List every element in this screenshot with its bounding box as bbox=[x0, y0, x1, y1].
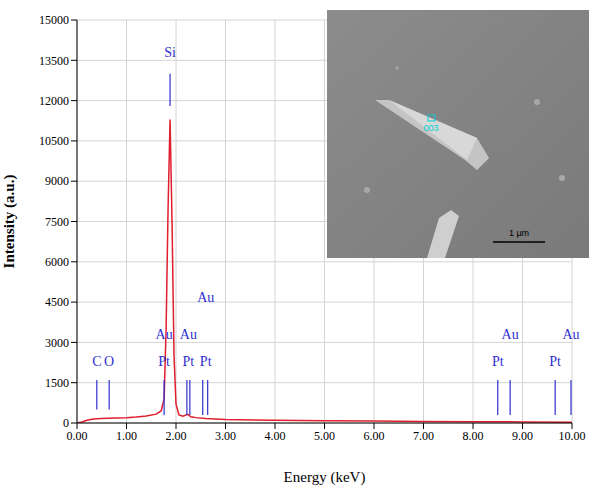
svg-text:3.00: 3.00 bbox=[215, 429, 236, 443]
svg-text:003: 003 bbox=[423, 123, 438, 133]
svg-text:Intensity (a.u.): Intensity (a.u.) bbox=[1, 175, 18, 269]
svg-text:1 µm: 1 µm bbox=[509, 228, 529, 238]
svg-text:Energy (keV): Energy (keV) bbox=[284, 469, 366, 486]
svg-text:Pt: Pt bbox=[183, 354, 195, 369]
svg-text:7500: 7500 bbox=[45, 215, 69, 229]
svg-text:Pt: Pt bbox=[200, 354, 212, 369]
svg-text:15000: 15000 bbox=[39, 13, 69, 27]
svg-text:4500: 4500 bbox=[45, 295, 69, 309]
svg-text:12000: 12000 bbox=[39, 94, 69, 108]
svg-text:1.00: 1.00 bbox=[116, 429, 137, 443]
svg-text:9.00: 9.00 bbox=[512, 429, 533, 443]
svg-text:C: C bbox=[92, 354, 101, 369]
svg-text:Au: Au bbox=[502, 327, 519, 342]
svg-text:0.00: 0.00 bbox=[67, 429, 88, 443]
svg-text:0: 0 bbox=[63, 416, 69, 430]
svg-text:O: O bbox=[104, 354, 114, 369]
svg-text:7.00: 7.00 bbox=[413, 429, 434, 443]
svg-text:4.00: 4.00 bbox=[265, 429, 286, 443]
svg-text:Pt: Pt bbox=[492, 354, 504, 369]
svg-text:Pt: Pt bbox=[549, 354, 561, 369]
svg-text:Au: Au bbox=[197, 290, 214, 305]
svg-text:1500: 1500 bbox=[45, 376, 69, 390]
svg-text:6.00: 6.00 bbox=[364, 429, 385, 443]
svg-text:3000: 3000 bbox=[45, 336, 69, 350]
svg-text:Au: Au bbox=[156, 327, 173, 342]
svg-text:10.00: 10.00 bbox=[559, 429, 586, 443]
svg-text:Si: Si bbox=[164, 45, 176, 60]
svg-text:Au: Au bbox=[562, 327, 579, 342]
svg-text:2.00: 2.00 bbox=[166, 429, 187, 443]
svg-text:8.00: 8.00 bbox=[463, 429, 484, 443]
svg-text:9000: 9000 bbox=[45, 174, 69, 188]
svg-text:Au: Au bbox=[180, 327, 197, 342]
svg-text:13500: 13500 bbox=[39, 54, 69, 68]
svg-text:10500: 10500 bbox=[39, 134, 69, 148]
svg-text:Pt: Pt bbox=[158, 354, 170, 369]
svg-text:6000: 6000 bbox=[45, 255, 69, 269]
svg-text:5.00: 5.00 bbox=[314, 429, 335, 443]
